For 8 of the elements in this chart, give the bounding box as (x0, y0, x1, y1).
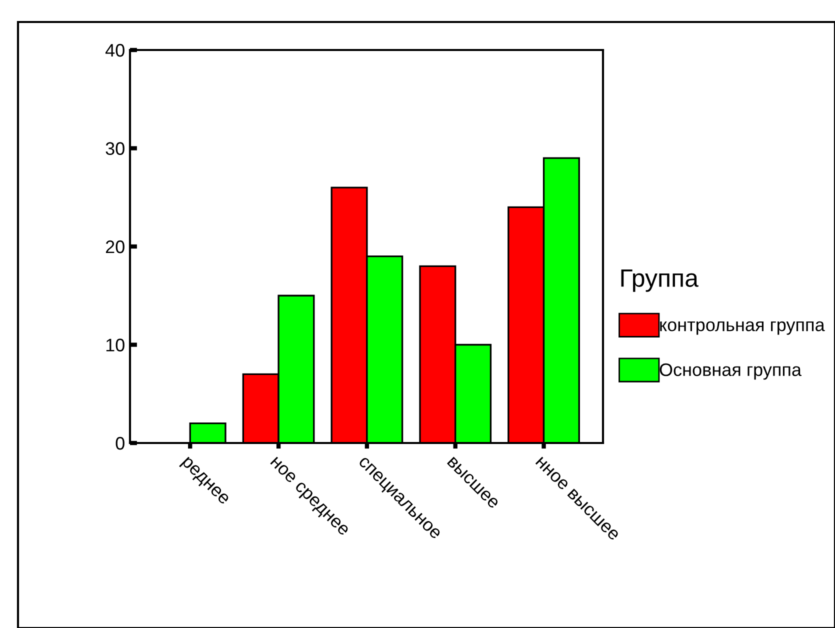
legend-label: контрольная группа (660, 321, 825, 335)
y-tick-label: 10 (106, 338, 124, 352)
legend-label: Основная группа (660, 363, 802, 380)
y-tick-label: 0 (116, 436, 124, 450)
y-tick-label: 40 (105, 44, 124, 57)
legend-title: Группа (621, 269, 698, 292)
y-tick-label: 30 (106, 142, 124, 155)
y-tick-label: 20 (106, 240, 124, 254)
